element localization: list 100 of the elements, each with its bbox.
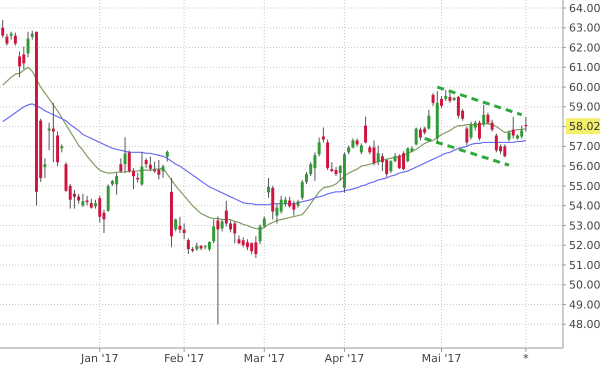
candlestick bbox=[220, 219, 224, 232]
candlestick bbox=[1, 19, 4, 38]
candlestick bbox=[402, 150, 406, 171]
candlestick bbox=[288, 196, 292, 208]
candlestick bbox=[77, 193, 80, 204]
candlestick bbox=[385, 158, 388, 178]
candlestick bbox=[132, 168, 135, 190]
x-tick-label: Mai '17 bbox=[422, 352, 462, 365]
candlestick bbox=[124, 136, 127, 174]
line-series bbox=[423, 136, 511, 167]
candlestick bbox=[478, 120, 481, 141]
candlestick bbox=[360, 142, 363, 155]
candlestick bbox=[86, 195, 89, 206]
candlestick bbox=[174, 218, 178, 232]
candlestick bbox=[508, 130, 510, 142]
x-tick-label: Feb '17 bbox=[164, 352, 204, 365]
candlestick bbox=[418, 127, 422, 141]
candlestick bbox=[208, 240, 211, 252]
y-tick-label: 61.00 bbox=[569, 61, 600, 74]
candlestick bbox=[52, 102, 55, 163]
candlestick bbox=[186, 238, 190, 254]
candlestick bbox=[486, 112, 490, 126]
candlestick bbox=[305, 172, 308, 184]
y-tick-label: 48.00 bbox=[569, 318, 600, 332]
y-tick-label: 53.00 bbox=[569, 219, 600, 232]
candlestick bbox=[448, 92, 452, 104]
y-tick-label: 59.00 bbox=[569, 100, 600, 114]
candlestick bbox=[43, 158, 46, 178]
candlestick bbox=[72, 189, 76, 210]
candlestick bbox=[351, 138, 354, 149]
candlestick bbox=[5, 33, 8, 46]
y-tick-label: 62.00 bbox=[569, 41, 600, 54]
x-tick-label: Jan '17 bbox=[80, 352, 118, 365]
candlestick bbox=[128, 150, 131, 174]
candlestick bbox=[178, 216, 182, 234]
candlestick bbox=[318, 136, 321, 157]
candlestick bbox=[465, 126, 468, 146]
x-tick-label: * bbox=[523, 352, 530, 365]
candlestick bbox=[414, 127, 418, 146]
candlestick bbox=[242, 236, 245, 248]
candlestick bbox=[398, 154, 401, 170]
candlestick bbox=[229, 220, 232, 233]
x-tick-label: Mar '17 bbox=[244, 352, 285, 365]
candlestick bbox=[456, 95, 460, 120]
x-tick-label: Apr '17 bbox=[324, 352, 364, 365]
candlestick bbox=[440, 95, 443, 108]
candlestick bbox=[216, 216, 220, 325]
candlestick bbox=[212, 219, 216, 244]
candlestick bbox=[322, 127, 325, 143]
y-tick-label: 51.00 bbox=[569, 258, 600, 272]
text: 58.02 bbox=[569, 120, 600, 134]
candlestick bbox=[22, 46, 26, 70]
y-tick-label: 50.00 bbox=[569, 278, 600, 292]
candlestick bbox=[427, 109, 430, 130]
candlestick bbox=[284, 196, 287, 208]
candlestick bbox=[380, 152, 384, 172]
y-tick-label: 64.00 bbox=[569, 2, 600, 15]
candlestick bbox=[280, 195, 283, 214]
candlestick bbox=[258, 224, 262, 245]
candlestick bbox=[267, 178, 270, 198]
y-tick-label: 55.00 bbox=[569, 180, 600, 193]
candlestick bbox=[494, 133, 498, 153]
y-tick-label: 60.00 bbox=[569, 80, 600, 94]
y-tick-label: 63.00 bbox=[569, 22, 600, 35]
candlestick bbox=[432, 92, 435, 106]
candlestick bbox=[115, 172, 118, 196]
candlestick bbox=[313, 152, 316, 182]
y-tick-label: 57.00 bbox=[569, 140, 600, 154]
candlestick bbox=[254, 236, 258, 259]
candlestick bbox=[364, 116, 368, 144]
candlestick bbox=[90, 198, 93, 210]
candlestick bbox=[376, 144, 380, 166]
y-tick-label: 49.00 bbox=[569, 298, 600, 312]
candlestick bbox=[275, 203, 278, 224]
candlestick bbox=[330, 162, 334, 173]
candlestick bbox=[482, 104, 486, 128]
candlestick bbox=[503, 144, 506, 158]
candlestick bbox=[182, 222, 186, 240]
candlestick bbox=[470, 121, 473, 140]
y-tick-label: 56.00 bbox=[569, 160, 600, 173]
candlestick bbox=[26, 31, 30, 58]
candlestick bbox=[292, 200, 296, 216]
candlestick bbox=[14, 32, 17, 46]
candlestick bbox=[136, 172, 140, 184]
y-tick-label: 54.00 bbox=[569, 200, 600, 213]
line-series bbox=[436, 86, 524, 116]
candlestick bbox=[144, 158, 148, 169]
candlestick bbox=[162, 164, 165, 178]
candlestick bbox=[119, 158, 122, 174]
candlestick bbox=[224, 200, 228, 227]
candlestick bbox=[48, 122, 51, 151]
candlestick bbox=[246, 238, 249, 251]
candlestick bbox=[372, 140, 376, 166]
candlestick bbox=[520, 125, 524, 139]
y-tick-label: 52.00 bbox=[569, 239, 600, 252]
candlestick bbox=[140, 151, 144, 186]
candlestick bbox=[389, 160, 392, 174]
candlestick bbox=[81, 193, 84, 208]
candlestick bbox=[153, 161, 156, 174]
candlestick bbox=[490, 119, 494, 132]
